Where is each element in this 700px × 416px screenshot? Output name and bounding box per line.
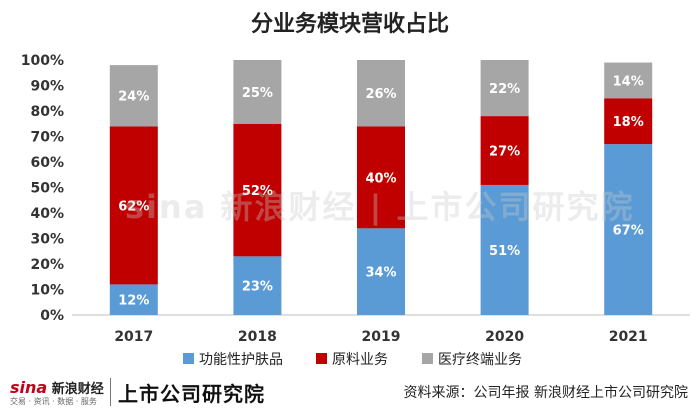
y-tick-label: 60% (30, 155, 64, 171)
y-tick-label: 0% (40, 308, 64, 324)
data-label: 14% (613, 74, 644, 89)
data-label: 27% (489, 145, 520, 160)
data-label: 25% (242, 86, 273, 101)
bar-segment (480, 184, 529, 315)
legend-swatch (183, 353, 194, 364)
data-label: 62% (118, 199, 149, 214)
legend-swatch (422, 353, 433, 364)
bar-segment (357, 228, 405, 315)
x-tick-label: 2018 (238, 329, 277, 345)
data-label: 52% (242, 184, 273, 199)
y-tick-label: 30% (30, 232, 64, 248)
data-label: 40% (365, 171, 396, 186)
footer: sina 新浪财经 交易 · 资讯 · 数据 · 服务 上市公司研究院 资料来源… (0, 372, 700, 416)
bar-segment (357, 126, 405, 229)
legend-swatch (316, 353, 327, 364)
legend-label: 功能性护肤品 (199, 352, 283, 368)
x-tick-label: 2017 (114, 329, 153, 345)
bar-segment (480, 60, 529, 117)
bar-segment (233, 60, 282, 124)
x-tick-label: 2020 (485, 329, 524, 345)
bar-segment (480, 116, 529, 185)
bar-segment (604, 62, 653, 99)
legend-label: 医疗终端业务 (438, 352, 522, 368)
data-label: 67% (613, 224, 644, 239)
y-tick-label: 100% (21, 53, 64, 69)
y-tick-label: 50% (30, 181, 64, 197)
institute-logo: 上市公司研究院 (118, 382, 265, 406)
x-tick-label: 2019 (362, 329, 401, 345)
stacked-bar-chart: 0% 10% 20% 30% 40% 50% 60% 70% 80% 90% 100% 12% 62% 2… (21, 53, 690, 368)
sina-logo-text: 新浪财经 (51, 382, 104, 397)
bar-segment (233, 256, 282, 315)
y-tick-label: 70% (30, 130, 64, 146)
data-label: 24% (118, 90, 149, 105)
data-label: 34% (365, 266, 396, 281)
bar-segment (357, 60, 405, 127)
footer-divider (110, 378, 111, 406)
legend-label: 原料业务 (332, 352, 388, 368)
data-label: 22% (489, 82, 520, 97)
y-tick-label: 40% (30, 206, 64, 222)
x-tick-label: 2021 (609, 329, 648, 345)
data-label: 26% (365, 87, 396, 102)
bar-segment (233, 123, 282, 257)
y-tick-label: 90% (30, 79, 64, 95)
y-tick-label: 20% (30, 257, 64, 273)
data-label: 12% (118, 294, 149, 309)
sina-logo-subtitle: 交易 · 资讯 · 数据 · 服务 (10, 397, 97, 406)
bar-segment (109, 126, 158, 285)
source-note: 资料来源：公司年报 新浪财经上市公司研究院 (403, 385, 688, 401)
bar-segment (109, 65, 158, 127)
sina-logo-mark: sina (10, 378, 48, 397)
sina-logo: sina 新浪财经 (10, 378, 104, 397)
y-tick-label: 80% (30, 104, 64, 120)
y-tick-label: 10% (30, 283, 64, 299)
data-label: 18% (613, 115, 644, 130)
chart-title: 分业务模块营收占比 (250, 12, 449, 37)
bar-segment (604, 98, 653, 145)
data-label: 23% (242, 280, 273, 295)
bar-segment (109, 284, 158, 315)
data-label: 51% (489, 244, 520, 259)
bar-segment (604, 144, 653, 315)
